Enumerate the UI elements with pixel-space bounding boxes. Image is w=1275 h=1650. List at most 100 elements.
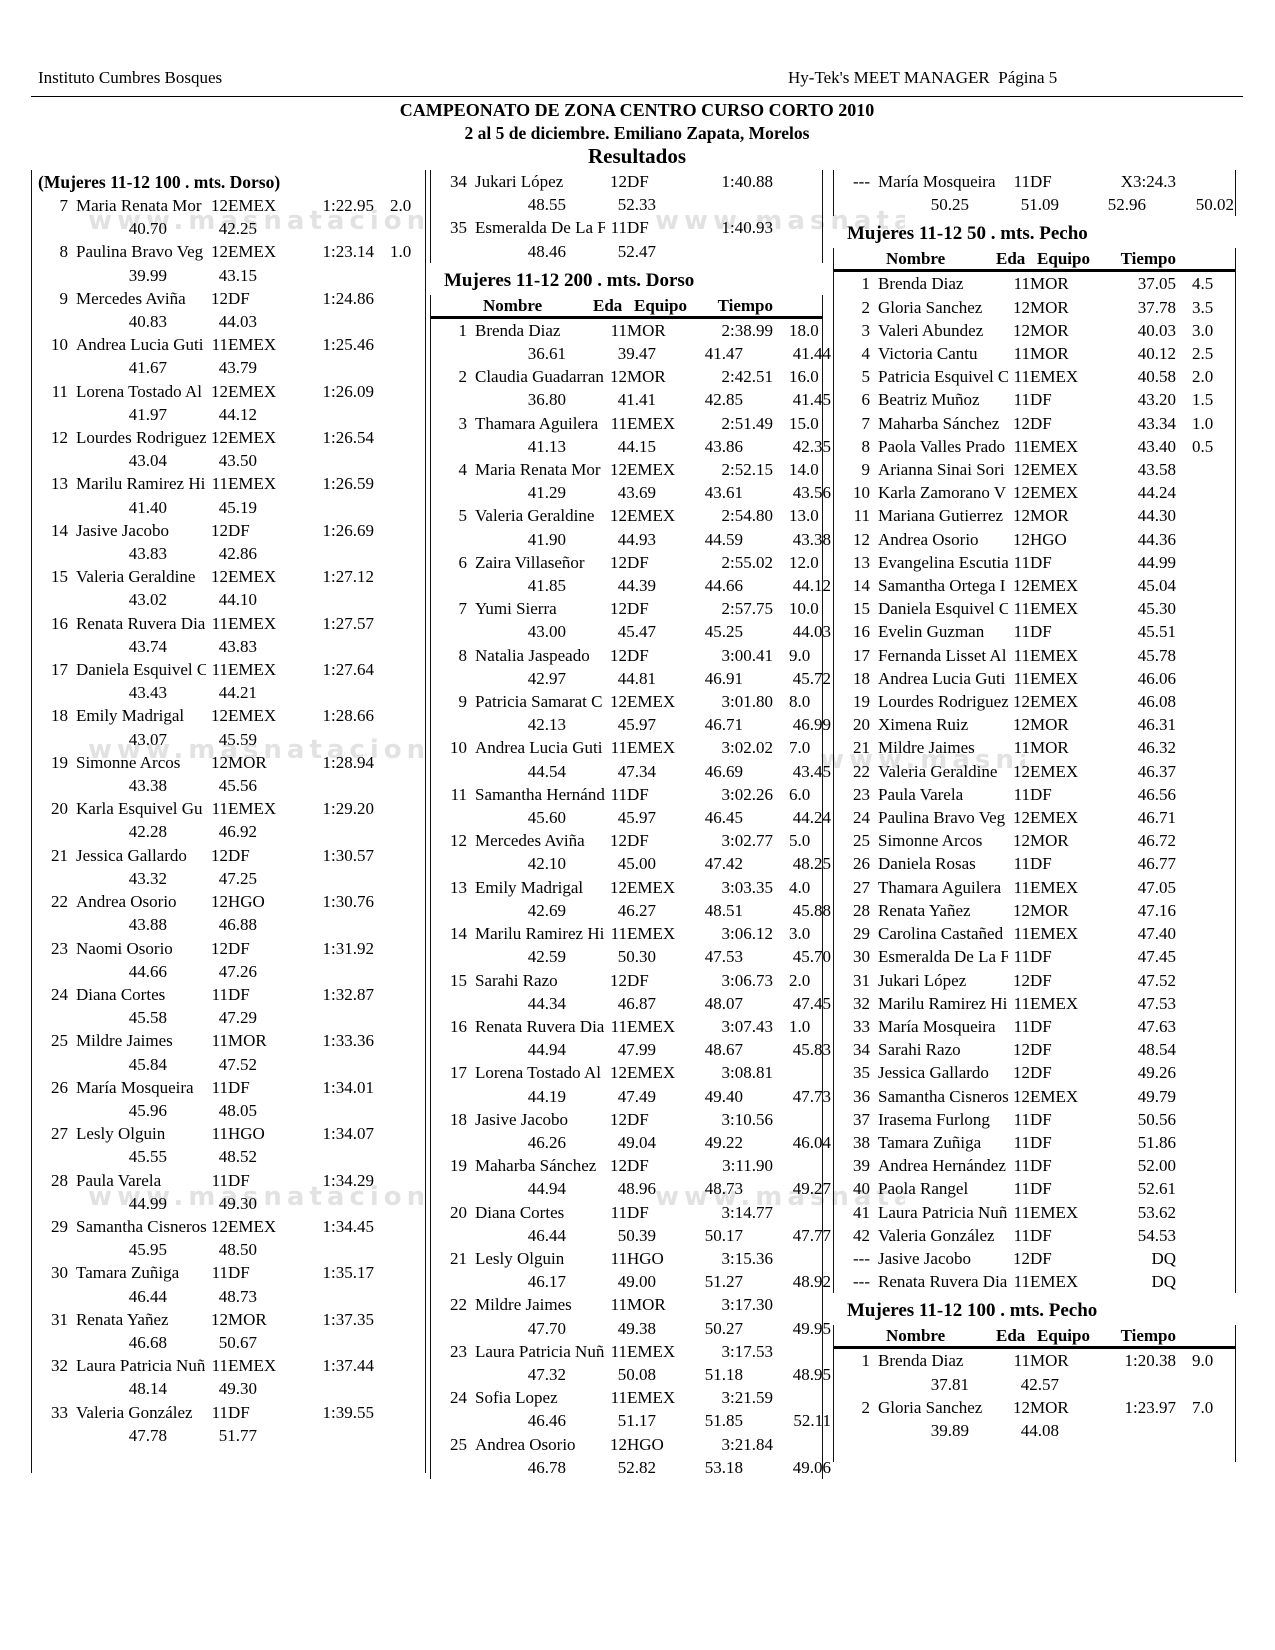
time: 3:03.35 xyxy=(721,877,773,897)
swimmer-name: Simonne Arcos xyxy=(878,831,983,851)
points xyxy=(1176,760,1248,783)
header-team: Equipo xyxy=(1037,249,1090,269)
result-row: 26 Daniela Rosas 11 DF 46.77 xyxy=(834,852,1235,875)
team-code: DF xyxy=(1030,1132,1052,1152)
place: 13 xyxy=(51,474,68,494)
split-time: 48.73 xyxy=(218,1286,257,1306)
result-row: 33 Valeria González 11 DF 1:39.55 xyxy=(32,1401,425,1424)
place: 8 xyxy=(861,436,871,456)
age: 12 xyxy=(610,552,627,572)
time: 49.26 xyxy=(1137,1063,1176,1083)
split-time: 46.71 xyxy=(704,715,743,735)
age: 11 xyxy=(1013,552,1030,572)
splits-row: 42.13 45.97 46.71 46.99 xyxy=(431,713,831,736)
team-code: DF xyxy=(1030,1156,1052,1176)
split-time: 49.27 xyxy=(792,1179,831,1199)
swimmer-name: Brenda Diaz xyxy=(475,320,561,340)
swimmer-name: Patricia Esquivel C xyxy=(878,367,1008,387)
result-row: 9 Arianna Sinai Sori 12 EMEX 43.58 xyxy=(834,458,1235,481)
team-code: MOR xyxy=(1030,831,1069,851)
swimmer-name: Gloria Sanchez xyxy=(878,297,983,317)
split-time: 50.25 xyxy=(930,195,969,215)
time: 3:11.90 xyxy=(722,1156,773,1176)
swimmer-name: Sarahi Razo xyxy=(878,1040,961,1060)
time: 40.58 xyxy=(1137,367,1176,387)
split-time: 44.15 xyxy=(617,436,656,456)
points xyxy=(1176,1247,1248,1270)
place: 22 xyxy=(51,892,68,912)
split-time: 44.99 xyxy=(128,1193,167,1213)
split-time: 42.13 xyxy=(527,715,566,735)
age: 12 xyxy=(610,599,627,619)
result-row: 19 Simonne Arcos 12 MOR 1:28.94 xyxy=(32,751,425,774)
time: DQ xyxy=(1151,1272,1176,1292)
split-time: 47.99 xyxy=(617,1040,656,1060)
age: 11 xyxy=(1013,390,1030,410)
time: 46.77 xyxy=(1137,854,1176,874)
split-time: 43.79 xyxy=(218,358,257,378)
result-row: 35 Esmeralda De La F 11 DF 1:40.93 xyxy=(431,216,822,239)
split-time: 45.58 xyxy=(128,1008,167,1028)
team-code: MOR xyxy=(1030,274,1069,294)
split-time: 48.14 xyxy=(128,1379,167,1399)
team-code: EMEX xyxy=(627,1388,676,1408)
team-code: HGO xyxy=(627,1434,664,1454)
swimmer-name: Evangelina Escutia xyxy=(878,552,1008,572)
result-row: 1 Brenda Diaz 11 MOR 37.05 4.5 xyxy=(834,272,1235,295)
place: 40 xyxy=(853,1179,870,1199)
age: 11 xyxy=(1013,599,1030,619)
team-code: EMEX xyxy=(1030,1202,1079,1222)
swimmer-name: Paulina Bravo Veg xyxy=(878,808,1006,828)
age: 12 xyxy=(211,428,228,448)
points xyxy=(1176,1154,1248,1177)
age: 12 xyxy=(1013,808,1030,828)
time: 3:06.73 xyxy=(721,970,773,990)
age: 11 xyxy=(211,613,228,633)
team-code: EMEX xyxy=(1030,436,1079,456)
results-table: Nombre Eda Equipo Tiempo 1 Brenda Diaz 11 MOR 37… xyxy=(833,248,1236,1294)
age: 11 xyxy=(1013,738,1030,758)
swimmer-name: Mildre Jaimes xyxy=(76,1031,173,1051)
result-row: 7 Maharba Sánchez 12 DF 43.34 1.0 xyxy=(834,412,1235,435)
age: 12 xyxy=(610,831,627,851)
team-code: EMEX xyxy=(228,428,277,448)
split-time: 40.83 xyxy=(128,312,167,332)
result-row: 34 Sarahi Razo 12 DF 48.54 xyxy=(834,1038,1235,1061)
place: 20 xyxy=(51,799,68,819)
result-row: 35 Jessica Gallardo 12 DF 49.26 xyxy=(834,1061,1235,1084)
split-time: 40.70 xyxy=(128,219,167,239)
place: 35 xyxy=(450,218,467,238)
time: 37.05 xyxy=(1137,274,1176,294)
event-heading: Mujeres 11-12 100 . mts. Pecho xyxy=(847,1300,1098,1322)
place: --- xyxy=(853,172,870,191)
place: 24 xyxy=(51,984,68,1004)
column-header-row: Nombre Eda Equipo Tiempo xyxy=(834,1325,1235,1350)
split-time: 52.82 xyxy=(617,1457,656,1477)
result-row: 33 María Mosqueira 11 DF 47.63 xyxy=(834,1015,1235,1038)
team-code: DF xyxy=(1030,1040,1052,1060)
swimmer-name: Emily Madrigal xyxy=(475,877,584,897)
result-row: 10 Andrea Lucia Guti 11 EMEX 1:25.46 xyxy=(32,333,425,356)
swimmer-name: Ximena Ruiz xyxy=(878,715,969,735)
result-row: 19 Lourdes Rodriguez 12 EMEX 46.08 xyxy=(834,690,1235,713)
header-rule xyxy=(31,96,1243,97)
split-time: 46.44 xyxy=(128,1286,167,1306)
age: 11 xyxy=(211,335,228,355)
splits-row: 44.54 47.34 46.69 43.45 xyxy=(431,760,831,783)
result-row: 14 Jasive Jacobo 12 DF 1:26.69 xyxy=(32,519,425,542)
team-code: EMEX xyxy=(1030,1272,1079,1292)
swimmer-name: Naomi Osorio xyxy=(76,938,173,958)
time: 1:31.92 xyxy=(322,938,374,958)
team-code: DF xyxy=(228,984,250,1004)
team-code: EMEX xyxy=(627,692,676,712)
result-row: 36 Samantha Cisneros 12 EMEX 49.79 xyxy=(834,1085,1235,1108)
splits-row: 39.89 44.08 xyxy=(834,1419,1235,1442)
points xyxy=(1176,504,1248,527)
split-time: 41.29 xyxy=(527,483,566,503)
split-time: 50.27 xyxy=(704,1318,743,1338)
event-heading: Mujeres 11-12 200 . mts. Dorso xyxy=(444,269,695,291)
time: 3:02.02 xyxy=(721,738,773,758)
split-time: 41.67 xyxy=(128,358,167,378)
team-code: DF xyxy=(627,1109,649,1129)
age: 12 xyxy=(1013,761,1030,781)
